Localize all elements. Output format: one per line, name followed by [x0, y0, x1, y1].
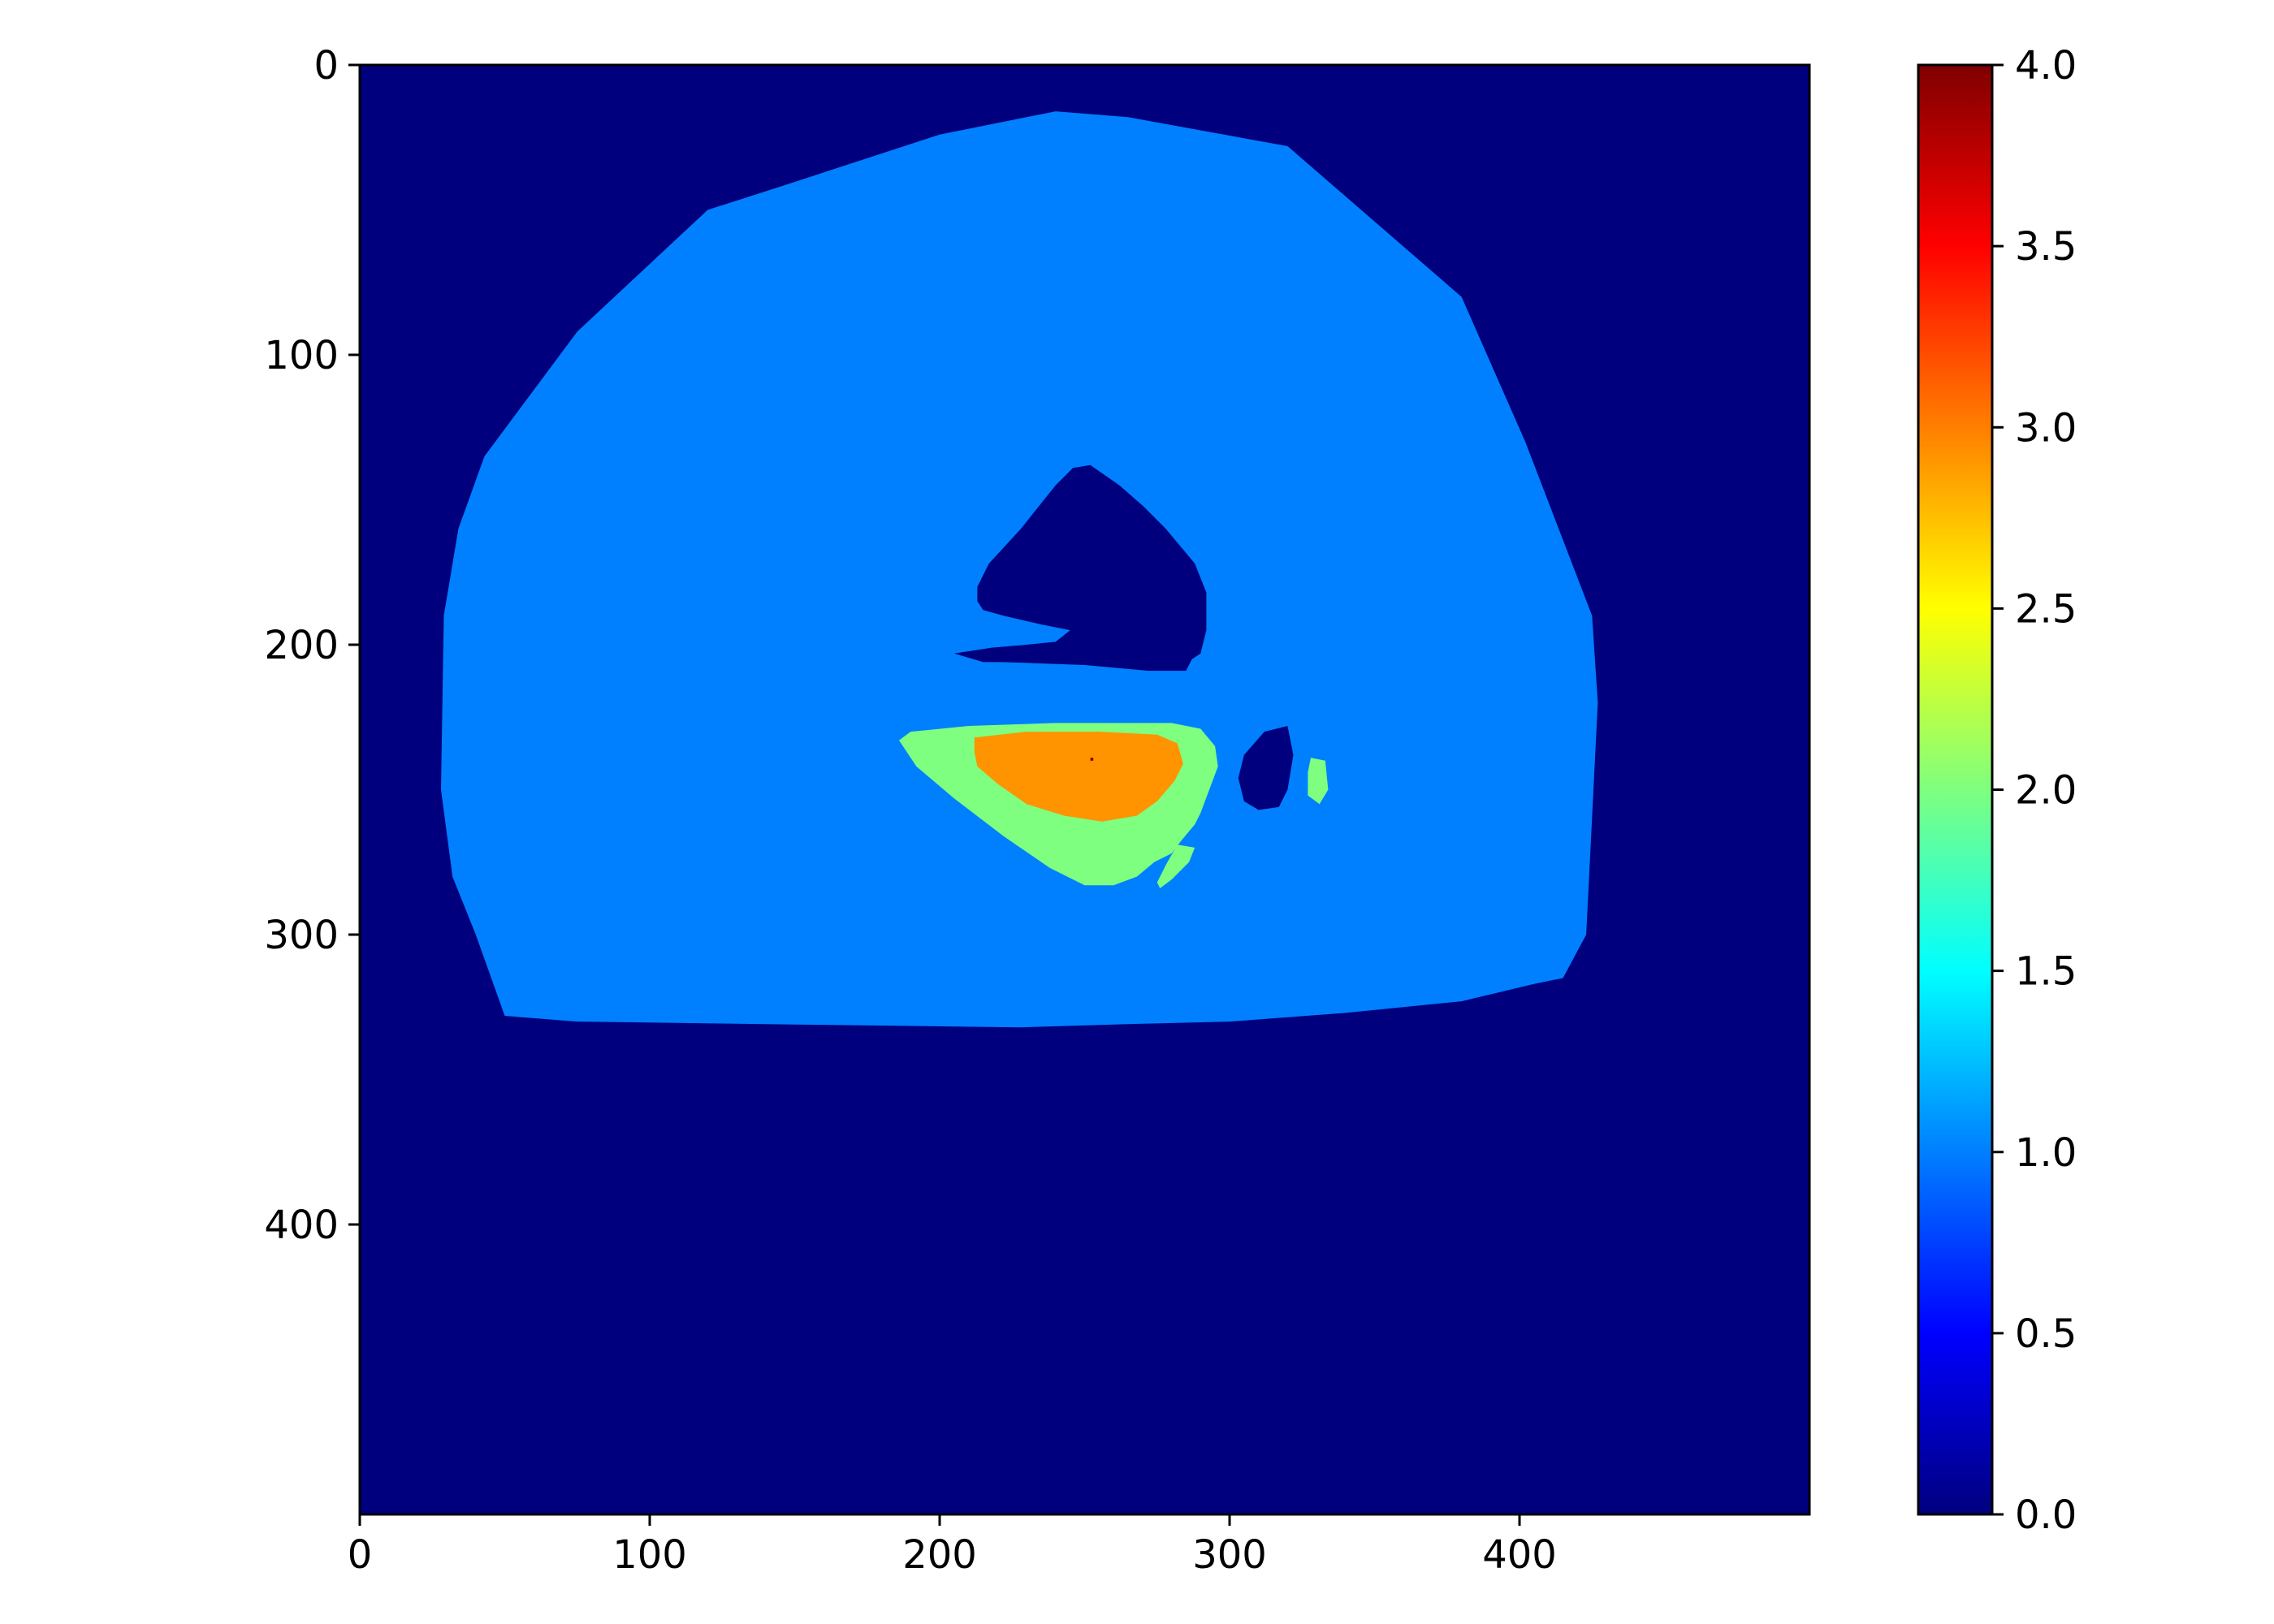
x-tick-label: 400	[1482, 1532, 1557, 1578]
colorbar-tick-label: 0.0	[2015, 1492, 2077, 1538]
x-tick-label: 200	[902, 1532, 977, 1578]
y-tick-label: 200	[264, 623, 339, 668]
axes-frame	[358, 63, 1811, 1516]
colorbar-tick-label: 4.0	[2015, 43, 2077, 89]
colorbar-tick-label: 2.5	[2015, 586, 2077, 632]
y-tick-label: 100	[264, 333, 339, 378]
colorbar-tick-label: 2.0	[2015, 768, 2077, 814]
y-tick-label: 400	[264, 1203, 339, 1248]
heatmap-plot: 0 100 200 300 400 0 100 200 300 400	[264, 43, 1811, 1578]
x-tick-label: 0	[348, 1532, 373, 1578]
colorbar-gradient	[1918, 65, 1992, 1514]
heatmap-region-value-4-7	[1090, 758, 1094, 761]
colorbar-tick-label: 3.0	[2015, 405, 2077, 451]
heatmap-region-value-0-1	[953, 464, 1207, 672]
y-tick-label: 0	[313, 43, 339, 89]
heatmap-region-value-2-6	[1308, 758, 1329, 805]
x-tick-label: 100	[612, 1532, 687, 1578]
y-tick-label: 300	[264, 913, 339, 958]
colorbar: 0.0 0.5 1.0 1.5 2.0 2.5 3.0 3.5 4.0	[1917, 43, 2077, 1538]
colorbar-tick-label: 0.5	[2015, 1311, 2077, 1357]
colorbar-tick-label: 3.5	[2015, 224, 2077, 270]
colorbar-tick-label: 1.0	[2015, 1130, 2077, 1176]
colorbar-tick-label: 1.5	[2015, 949, 2077, 995]
heatmap-region-value-2-4	[1156, 844, 1195, 888]
x-tick-label: 300	[1192, 1532, 1267, 1578]
heatmap-region-value-0-5	[1238, 726, 1294, 810]
heatmap-region-value-3-3	[974, 732, 1183, 822]
